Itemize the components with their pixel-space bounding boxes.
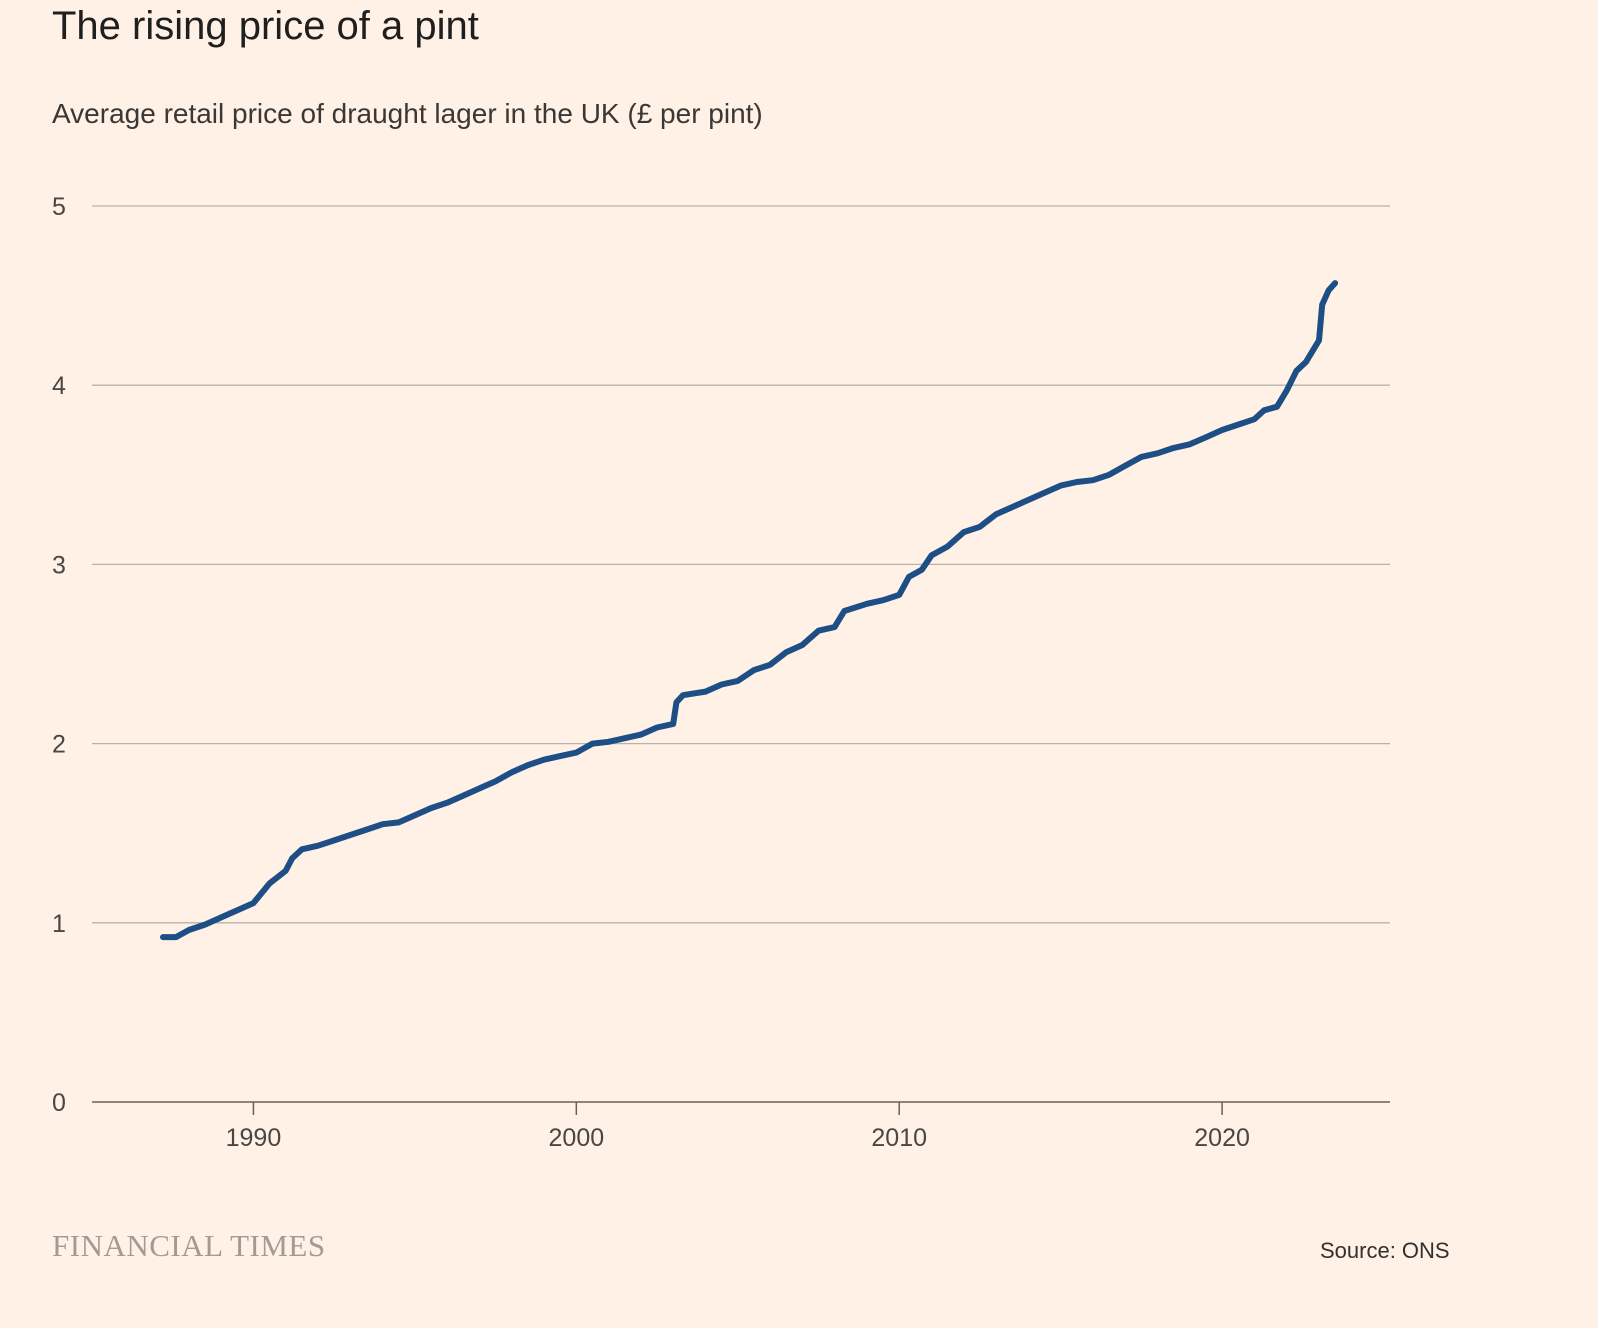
y-tick-label-3: 3 (52, 551, 66, 579)
series-line-0 (160, 280, 1339, 941)
y-tick-label-4: 4 (52, 372, 66, 400)
chart-title: The rising price of a pint (52, 4, 479, 48)
source-note: Source: ONS (1320, 1238, 1450, 1263)
y-tick-label-0: 0 (52, 1089, 66, 1117)
axis-ticks: 0 1 2 3 4 5 1990 2000 2010 2020 (52, 193, 1250, 1152)
y-tick-label-1: 1 (52, 910, 66, 938)
y-tick-label-5: 5 (52, 193, 66, 221)
x-tick-label-2000: 2000 (549, 1124, 605, 1152)
x-tick-label-2010: 2010 (871, 1124, 927, 1152)
chart-subtitle: Average retail price of draught lager in… (52, 98, 763, 129)
series-layer (160, 280, 1339, 941)
y-tick-label-2: 2 (52, 731, 66, 759)
ft-logo: FINANCIAL TIMES (52, 1228, 326, 1263)
x-tick-label-2020: 2020 (1194, 1124, 1250, 1152)
grid-lines (92, 205, 1390, 1103)
x-tick-label-1990: 1990 (226, 1124, 282, 1152)
